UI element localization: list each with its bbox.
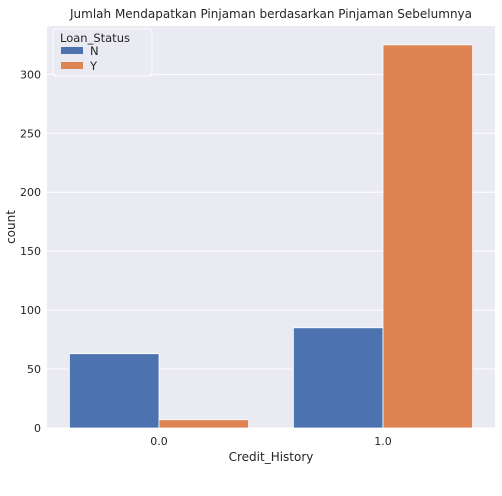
- chart-title: Jumlah Mendapatkan Pinjaman berdasarkan …: [69, 7, 472, 21]
- legend-label-y: Y: [89, 59, 98, 73]
- bars: [69, 44, 473, 429]
- bar-y-0-0: [158, 419, 249, 429]
- x-axis-ticks: 0.0 1.0: [150, 435, 392, 448]
- legend: Loan_Status N Y: [52, 28, 153, 77]
- legend-swatch-y: [61, 62, 83, 69]
- y-tick-label: 0: [34, 422, 41, 435]
- y-tick-label: 150: [20, 245, 41, 258]
- bar-y-1-0: [382, 44, 473, 429]
- y-tick-label: 50: [27, 363, 41, 376]
- bar-n-1-0: [292, 327, 384, 429]
- y-axis-label: count: [4, 210, 18, 244]
- legend-label-n: N: [90, 44, 99, 58]
- x-tick-label: 0.0: [150, 435, 168, 448]
- y-tick-label: 300: [20, 68, 41, 81]
- y-tick-label: 250: [20, 127, 41, 140]
- x-axis-label: Credit_History: [229, 450, 314, 464]
- y-axis-ticks: 0 50 100 150 200 250 300: [20, 68, 41, 435]
- y-tick-label: 100: [20, 304, 41, 317]
- legend-swatch-n: [61, 47, 83, 54]
- legend-title: Loan_Status: [60, 31, 130, 45]
- y-tick-label: 200: [20, 186, 41, 199]
- bar-n-0-0: [69, 353, 160, 429]
- x-tick-label: 1.0: [374, 435, 392, 448]
